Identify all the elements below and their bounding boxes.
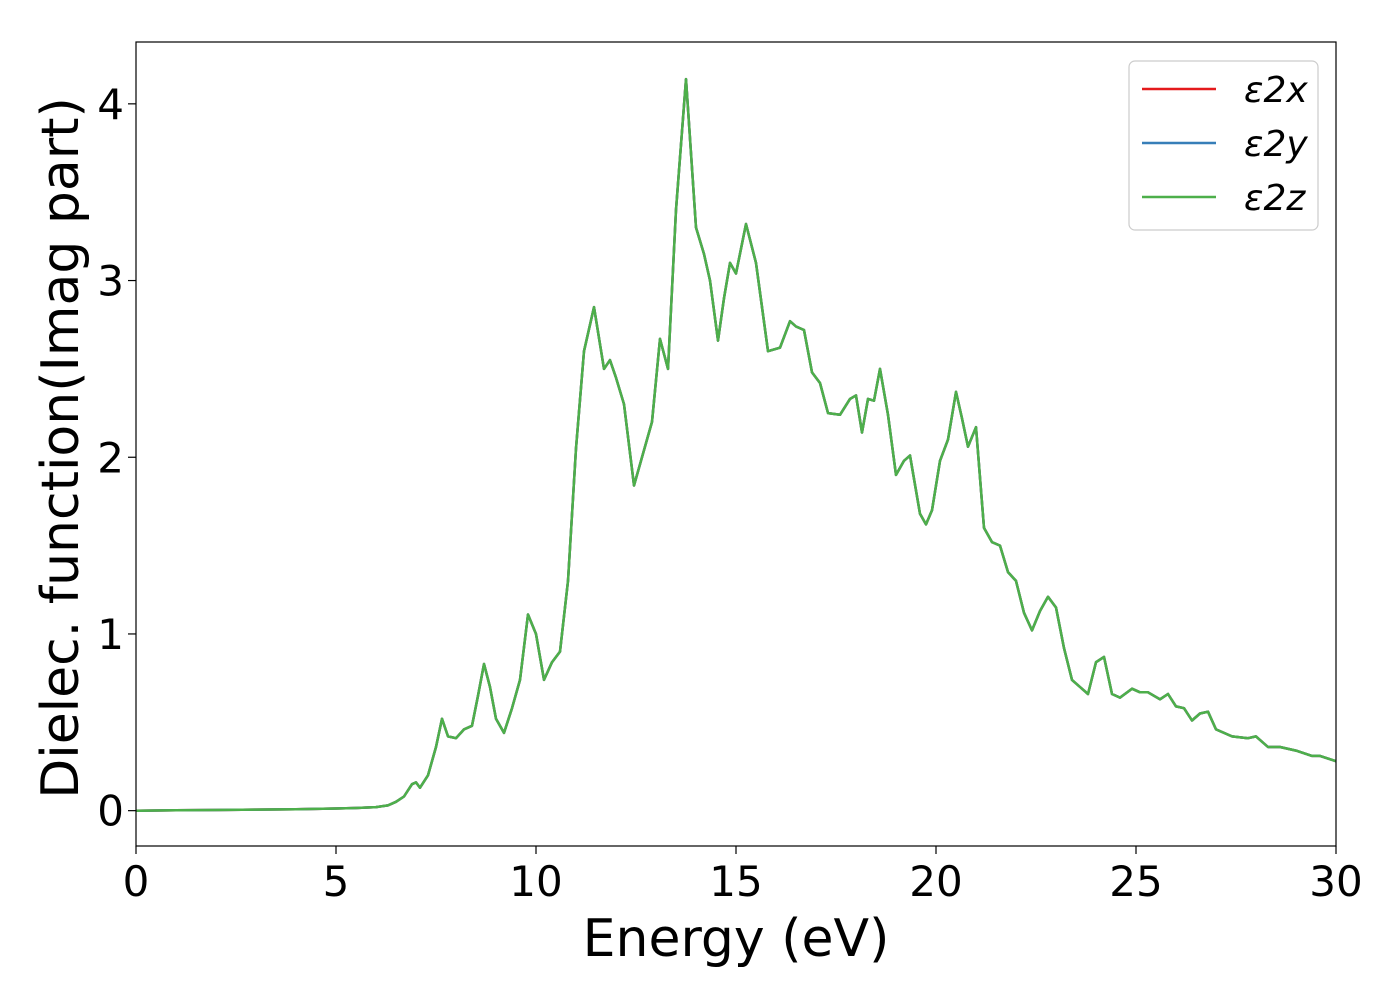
y-tick-label: 3	[97, 257, 124, 306]
x-axis: 0 5 10 15 20 25 30	[123, 846, 1363, 906]
x-tick-label: 0	[123, 857, 150, 906]
y-axis-label: Dielec. function(Imag part)	[31, 97, 91, 799]
y-axis: 0 1 2 3 4	[97, 80, 136, 836]
x-axis-label: Energy (eV)	[583, 909, 890, 969]
x-tick-label: 10	[509, 857, 562, 906]
x-tick-label: 25	[1109, 857, 1162, 906]
legend-box	[1128, 60, 1319, 231]
series-layer	[135, 77, 1337, 812]
legend-label: ε2z	[1244, 178, 1306, 219]
legend-label: ε2x	[1244, 70, 1308, 111]
y-tick-label: 1	[97, 610, 124, 659]
y-tick-label: 0	[97, 787, 124, 836]
y-tick-label: 4	[97, 80, 124, 129]
x-tick-label: 15	[709, 857, 762, 906]
series-line-3	[135, 77, 1337, 812]
legend: ε2x ε2y ε2z	[1128, 60, 1319, 231]
x-tick-label: 20	[909, 857, 962, 906]
x-tick-label: 30	[1309, 857, 1362, 906]
legend-label: ε2y	[1244, 124, 1308, 165]
x-tick-label: 5	[323, 857, 350, 906]
y-tick-label: 2	[97, 433, 124, 482]
